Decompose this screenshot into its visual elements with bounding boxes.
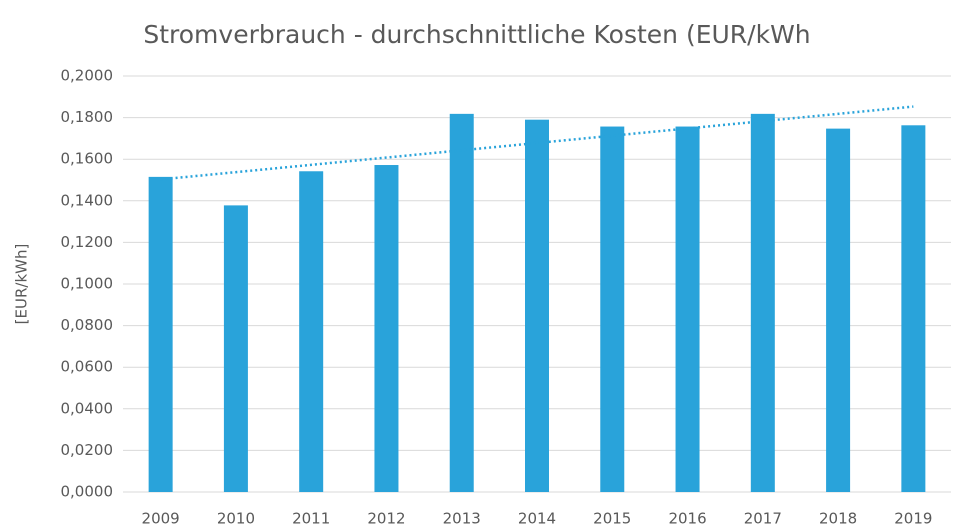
x-tick-label: 2019 (894, 510, 932, 528)
chart-title: Stromverbrauch - durchschnittliche Koste… (143, 20, 810, 49)
bar (750, 113, 775, 492)
bar (901, 125, 926, 493)
y-tick-label: 0,0800 (61, 316, 114, 334)
y-tick-label: 0,0200 (61, 441, 114, 459)
y-tick-label: 0,1200 (61, 233, 114, 251)
x-tick-label: 2016 (668, 510, 706, 528)
bar (449, 113, 474, 492)
x-tick-label: 2013 (443, 510, 481, 528)
x-tick-label: 2012 (367, 510, 405, 528)
bar (600, 126, 625, 492)
x-tick-label: 2015 (593, 510, 631, 528)
y-tick-label: 0,1400 (61, 191, 114, 209)
y-tick-label: 0,2000 (61, 67, 114, 85)
bar (148, 176, 173, 492)
y-tick-label: 0,1800 (61, 108, 114, 126)
x-tick-label: 2018 (819, 510, 857, 528)
y-tick-label: 0,0000 (61, 483, 114, 501)
y-axis-label: [EUR/kWh] (13, 244, 31, 325)
y-tick-label: 0,1000 (61, 275, 114, 293)
x-tick-label: 2014 (518, 510, 556, 528)
y-tick-label: 0,0600 (61, 358, 114, 376)
bar (675, 126, 700, 492)
bar (525, 119, 549, 493)
y-tick-label: 0,1600 (61, 150, 114, 168)
x-tick-label: 2017 (744, 510, 782, 528)
bar (223, 205, 248, 492)
x-tick-label: 2010 (217, 510, 255, 528)
y-tick-label: 0,0400 (61, 399, 114, 417)
x-tick-label: 2009 (142, 510, 180, 528)
bar (374, 165, 399, 493)
bar (299, 171, 324, 492)
x-tick-label: 2011 (292, 510, 330, 528)
bar (826, 128, 851, 492)
trendline (160, 105, 914, 181)
